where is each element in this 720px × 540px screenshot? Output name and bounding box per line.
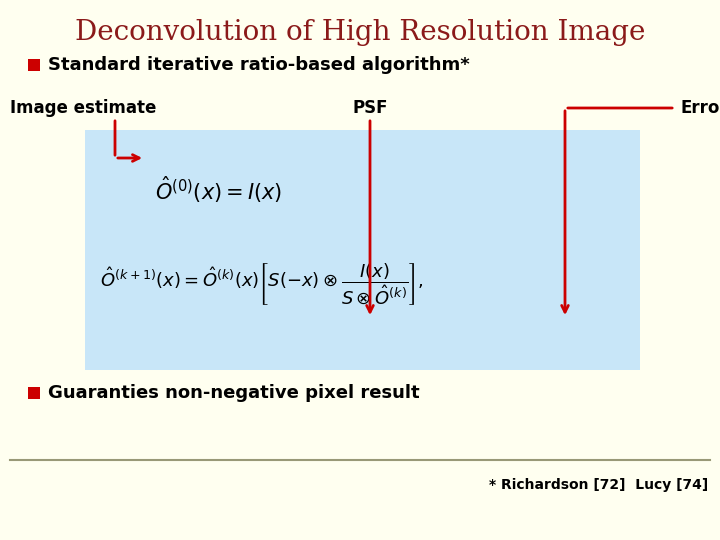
Bar [28,387,40,399]
Text: PSF: PSF [352,99,388,117]
Text: Standard iterative ratio-based algorithm*: Standard iterative ratio-based algorithm… [48,56,469,74]
Text: * Richardson [72]  Lucy [74]: * Richardson [72] Lucy [74] [489,478,708,492]
Text: Deconvolution of High Resolution Image: Deconvolution of High Resolution Image [75,18,645,45]
Text: Error: Error [680,99,720,117]
Text: Guaranties non-negative pixel result: Guaranties non-negative pixel result [48,384,420,402]
Bar [28,59,40,71]
Bar [85,130,640,370]
Text: Image estimate: Image estimate [10,99,156,117]
Text: $\hat{O}^{(0)}(x) = I(x)$: $\hat{O}^{(0)}(x) = I(x)$ [155,175,282,205]
Text: $\hat{O}^{(k+1)}(x) = \hat{O}^{(k)}(x)\left[S(-x)\otimes\dfrac{I(x)}{S\otimes\ha: $\hat{O}^{(k+1)}(x) = \hat{O}^{(k)}(x)\l… [100,262,423,308]
